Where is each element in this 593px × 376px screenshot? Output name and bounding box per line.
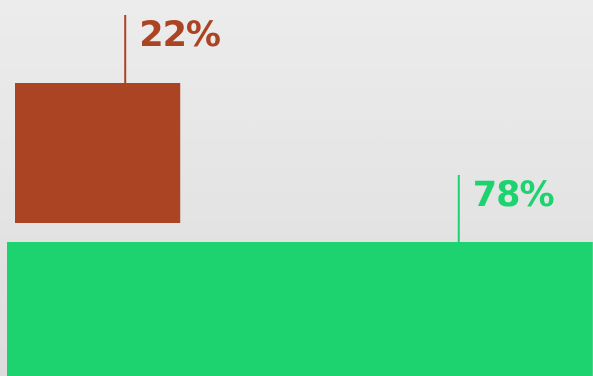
value-label-1: 22%: [139, 15, 220, 55]
bar-1: [15, 83, 181, 223]
leader-lines-group: [124, 15, 460, 242]
bars-group: [7, 83, 593, 376]
value-label-2: 78%: [473, 175, 554, 215]
value-labels-group: 22% 78%: [139, 15, 554, 215]
bar-2: [7, 242, 593, 376]
